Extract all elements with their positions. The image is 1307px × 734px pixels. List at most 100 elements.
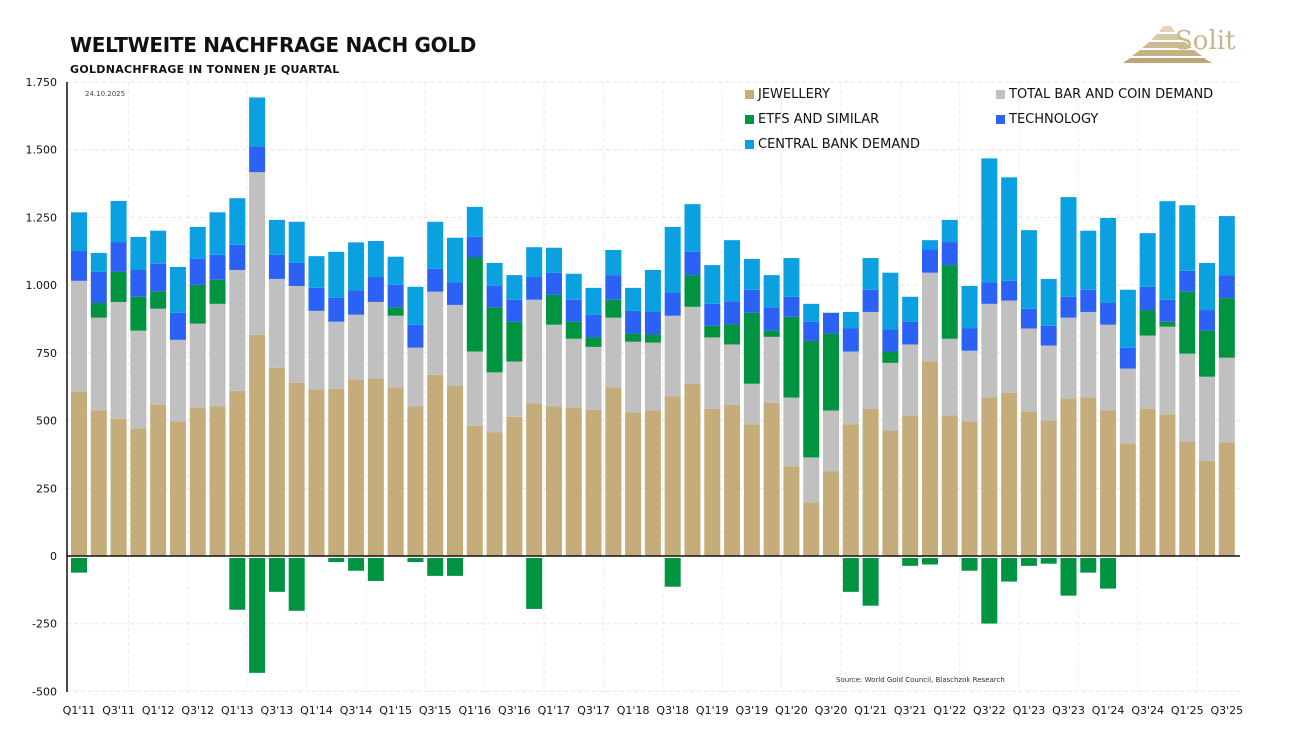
bar-etfs — [565, 321, 582, 339]
bar-etfs — [724, 324, 741, 345]
bar-jewellery — [268, 367, 285, 556]
bar-bar-coin — [288, 285, 305, 383]
bar-jewellery — [1060, 398, 1077, 556]
bar-jewellery — [1218, 442, 1235, 556]
bar-etfs-negative — [328, 558, 345, 563]
bar-jewellery — [783, 466, 800, 556]
bar-bar-coin — [110, 301, 127, 419]
bar-etfs — [823, 333, 840, 411]
x-tick-label: Q1'24 — [1092, 704, 1125, 717]
bar-bar-coin — [229, 269, 246, 391]
bar-jewellery — [506, 416, 523, 556]
bar-jewellery — [664, 396, 681, 556]
bar-bar-coin — [842, 351, 859, 425]
bar-jewellery — [724, 404, 741, 556]
bar-jewellery — [823, 471, 840, 556]
bar-central-bank — [1080, 230, 1097, 290]
bar-central-bank — [1139, 233, 1156, 287]
bar-technology — [526, 277, 543, 300]
bar-central-bank — [803, 303, 820, 322]
bar-etfs — [803, 340, 820, 458]
bar-etfs-negative — [981, 558, 998, 624]
bar-jewellery — [803, 502, 820, 556]
bar-etfs — [110, 271, 127, 302]
bar-technology — [169, 312, 186, 340]
bar-etfs-negative — [229, 558, 246, 610]
bar-central-bank — [1159, 201, 1176, 300]
bar-jewellery — [704, 408, 721, 556]
bar-etfs-negative — [367, 558, 384, 582]
bar-central-bank — [941, 219, 958, 243]
bar-technology — [348, 290, 365, 315]
x-tick-label: Q1'15 — [379, 704, 412, 717]
bar-jewellery — [1100, 410, 1117, 556]
bar-central-bank — [1119, 289, 1136, 348]
bar-bar-coin — [625, 341, 642, 413]
bar-etfs — [1159, 321, 1176, 327]
bar-etfs-negative — [1001, 558, 1018, 582]
bar-technology — [229, 244, 246, 270]
bar-etfs — [209, 279, 226, 304]
bar-technology — [1080, 289, 1097, 312]
bar-technology — [1179, 270, 1196, 292]
bar-bar-coin — [328, 321, 345, 389]
bar-jewellery — [1080, 397, 1097, 556]
pyramid-logo-icon — [1123, 26, 1212, 63]
bar-bar-coin — [150, 308, 167, 405]
bar-bar-coin — [862, 311, 879, 409]
x-tick-label: Q1'11 — [63, 704, 96, 717]
x-tick-label: Q3'16 — [498, 704, 531, 717]
bar-jewellery — [1159, 414, 1176, 556]
bar-technology — [862, 289, 879, 312]
bar-central-bank — [130, 236, 147, 270]
bar-jewellery — [862, 408, 879, 556]
bar-technology — [664, 292, 681, 316]
legend-jewellery: JEWELLERY — [745, 87, 830, 102]
bar-central-bank — [1179, 205, 1196, 271]
bar-central-bank — [90, 252, 107, 272]
bar-bar-coin — [1060, 317, 1077, 399]
bar-bar-coin — [664, 315, 681, 397]
bar-central-bank — [882, 272, 899, 330]
bar-jewellery — [961, 421, 978, 556]
bar-etfs — [130, 296, 147, 331]
bar-jewellery — [90, 410, 107, 556]
legend-label: TECHNOLOGY — [1009, 112, 1099, 127]
bar-central-bank — [545, 247, 562, 273]
bar-bar-coin — [249, 172, 266, 335]
x-tick-label: Q1'13 — [221, 704, 254, 717]
bar-bar-coin — [803, 457, 820, 503]
chart-subtitle: GOLDNACHFRAGE IN TONNEN JE QUARTAL — [70, 63, 340, 76]
bar-bar-coin — [486, 372, 503, 433]
bar-technology — [1040, 325, 1057, 346]
bar-bar-coin — [1020, 328, 1037, 412]
bar-jewellery — [328, 388, 345, 556]
bar-bar-coin — [585, 346, 602, 410]
bar-bar-coin — [1159, 326, 1176, 415]
bar-central-bank — [862, 258, 879, 290]
bar-technology — [724, 301, 741, 325]
bar-bar-coin — [407, 347, 424, 407]
bar-etfs-negative — [1080, 558, 1097, 573]
bar-etfs-negative — [921, 558, 938, 565]
legend-swatch-jewellery — [745, 90, 754, 99]
bar-etfs-negative — [862, 558, 879, 606]
bar-bar-coin — [1139, 335, 1156, 409]
chart-title: WELTWEITE NACHFRAGE NACH GOLD — [70, 33, 477, 57]
bar-central-bank — [902, 296, 919, 322]
bar-central-bank — [783, 258, 800, 297]
bar-bar-coin — [526, 299, 543, 404]
x-tick-label: Q1'20 — [775, 704, 808, 717]
bar-bar-coin — [1001, 300, 1018, 393]
legend-technology: TECHNOLOGY — [996, 112, 1098, 127]
bar-central-bank — [1040, 278, 1057, 326]
bar-central-bank — [506, 275, 523, 300]
bar-jewellery — [169, 421, 186, 556]
x-tick-label: Q3'12 — [181, 704, 214, 717]
x-tick-label: Q3'19 — [736, 704, 769, 717]
y-tick-label: 1.250 — [26, 211, 58, 224]
bar-etfs — [763, 330, 780, 337]
y-tick-label: 0 — [50, 550, 57, 563]
bar-central-bank — [150, 230, 167, 264]
bar-central-bank — [427, 221, 444, 269]
